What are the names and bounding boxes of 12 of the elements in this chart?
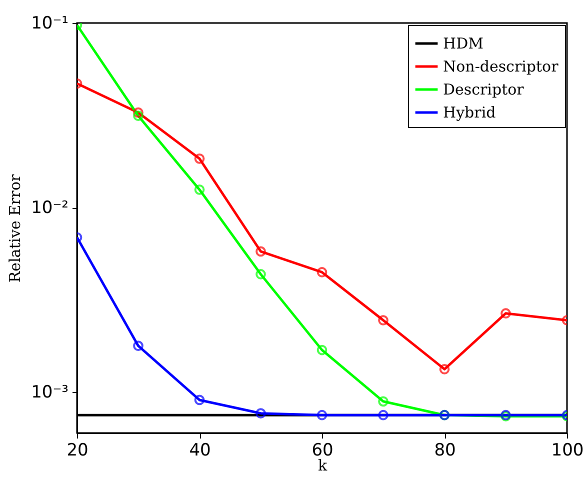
- y-tick-label: 10⁻³: [31, 382, 68, 403]
- x-tick-label: 40: [189, 440, 211, 460]
- legend-label: Hybrid: [443, 104, 496, 122]
- y-tick-label: 10⁻¹: [31, 14, 68, 34]
- x-tick-label: 100: [551, 440, 584, 460]
- x-tick-label: 20: [66, 440, 88, 460]
- y-axis-title: Relative Error: [6, 174, 24, 283]
- x-tick-label: 80: [434, 440, 456, 460]
- legend-label: Non-descriptor: [443, 58, 560, 76]
- y-tick-label: 10⁻²: [31, 198, 68, 218]
- legend-label: HDM: [443, 34, 484, 52]
- legend-label: Descriptor: [443, 80, 525, 98]
